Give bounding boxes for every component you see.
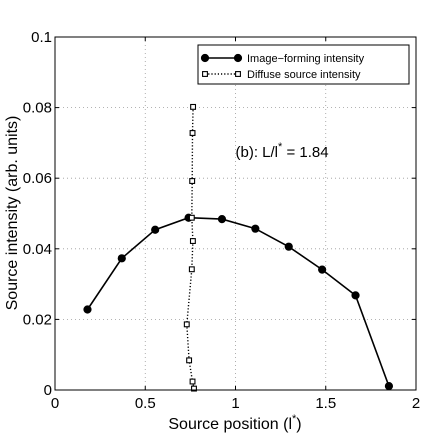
y-tick-label: 0.06 <box>23 170 52 187</box>
y-tick-label: 0.08 <box>23 100 52 117</box>
legend-label-1: Image−forming intensity <box>247 53 365 65</box>
series-2-point <box>186 357 193 364</box>
series-1-line <box>86 216 390 387</box>
series-2-point <box>189 378 196 385</box>
y-tick-label: 0.02 <box>23 311 52 328</box>
series-2-point <box>189 178 196 184</box>
series-2-point <box>188 214 195 221</box>
y-tick-label: 0.1 <box>31 29 52 46</box>
series-2 <box>183 103 197 392</box>
annotation: (b): L/l* = 1.84 <box>236 141 329 161</box>
legend-box <box>197 44 410 85</box>
x-axis-title-sup: * <box>292 413 297 425</box>
legend-marker-2 <box>202 71 208 77</box>
series-2-line <box>186 106 195 389</box>
annotation-sup: * <box>278 141 283 153</box>
series-1-point <box>251 224 260 233</box>
series-1-point <box>83 305 92 314</box>
ticks: 0 0.5 1 1.5 2 0 0.02 0.04 0.06 0.08 0.1 <box>23 29 420 412</box>
legend-marker-2 <box>235 71 241 77</box>
series-1-point <box>284 242 293 251</box>
series-2-point <box>190 103 197 110</box>
x-tick-label: 0.5 <box>135 395 156 412</box>
x-tick-label: 1 <box>231 395 239 412</box>
series-1-point <box>151 225 160 234</box>
x-tick-label: 2 <box>412 395 420 412</box>
series-2-point <box>191 385 197 392</box>
series-1-point <box>117 254 126 263</box>
y-axis-title: Source intensity (arb. units) <box>4 116 21 311</box>
x-axis-title: Source position (l*) <box>168 413 301 433</box>
legend-label-2: Diffuse source intensity <box>247 69 361 81</box>
series-2-point <box>183 321 190 328</box>
y-tick-label: 0.04 <box>23 241 52 258</box>
series-2-point <box>188 266 195 273</box>
x-tick-label: 0 <box>51 395 59 412</box>
series-2-point <box>189 130 196 136</box>
series-1-point <box>217 215 227 224</box>
legend-entries: Image−forming intensity Diffuse source in… <box>200 53 365 81</box>
x-axis-title-close: ) <box>296 416 301 433</box>
series-2-point <box>189 238 196 244</box>
x-tick-label: 1.5 <box>315 395 336 412</box>
grid <box>55 37 416 390</box>
annotation-suffix: = 1.84 <box>282 144 328 161</box>
legend-marker-1 <box>200 53 210 63</box>
legend-marker-1 <box>233 53 243 63</box>
legend: Image−forming intensity Diffuse source in… <box>197 44 410 85</box>
series-1-point <box>351 291 360 300</box>
series-1-point <box>318 265 327 274</box>
series-1-point <box>384 382 394 391</box>
y-tick-label: 0 <box>44 382 52 399</box>
